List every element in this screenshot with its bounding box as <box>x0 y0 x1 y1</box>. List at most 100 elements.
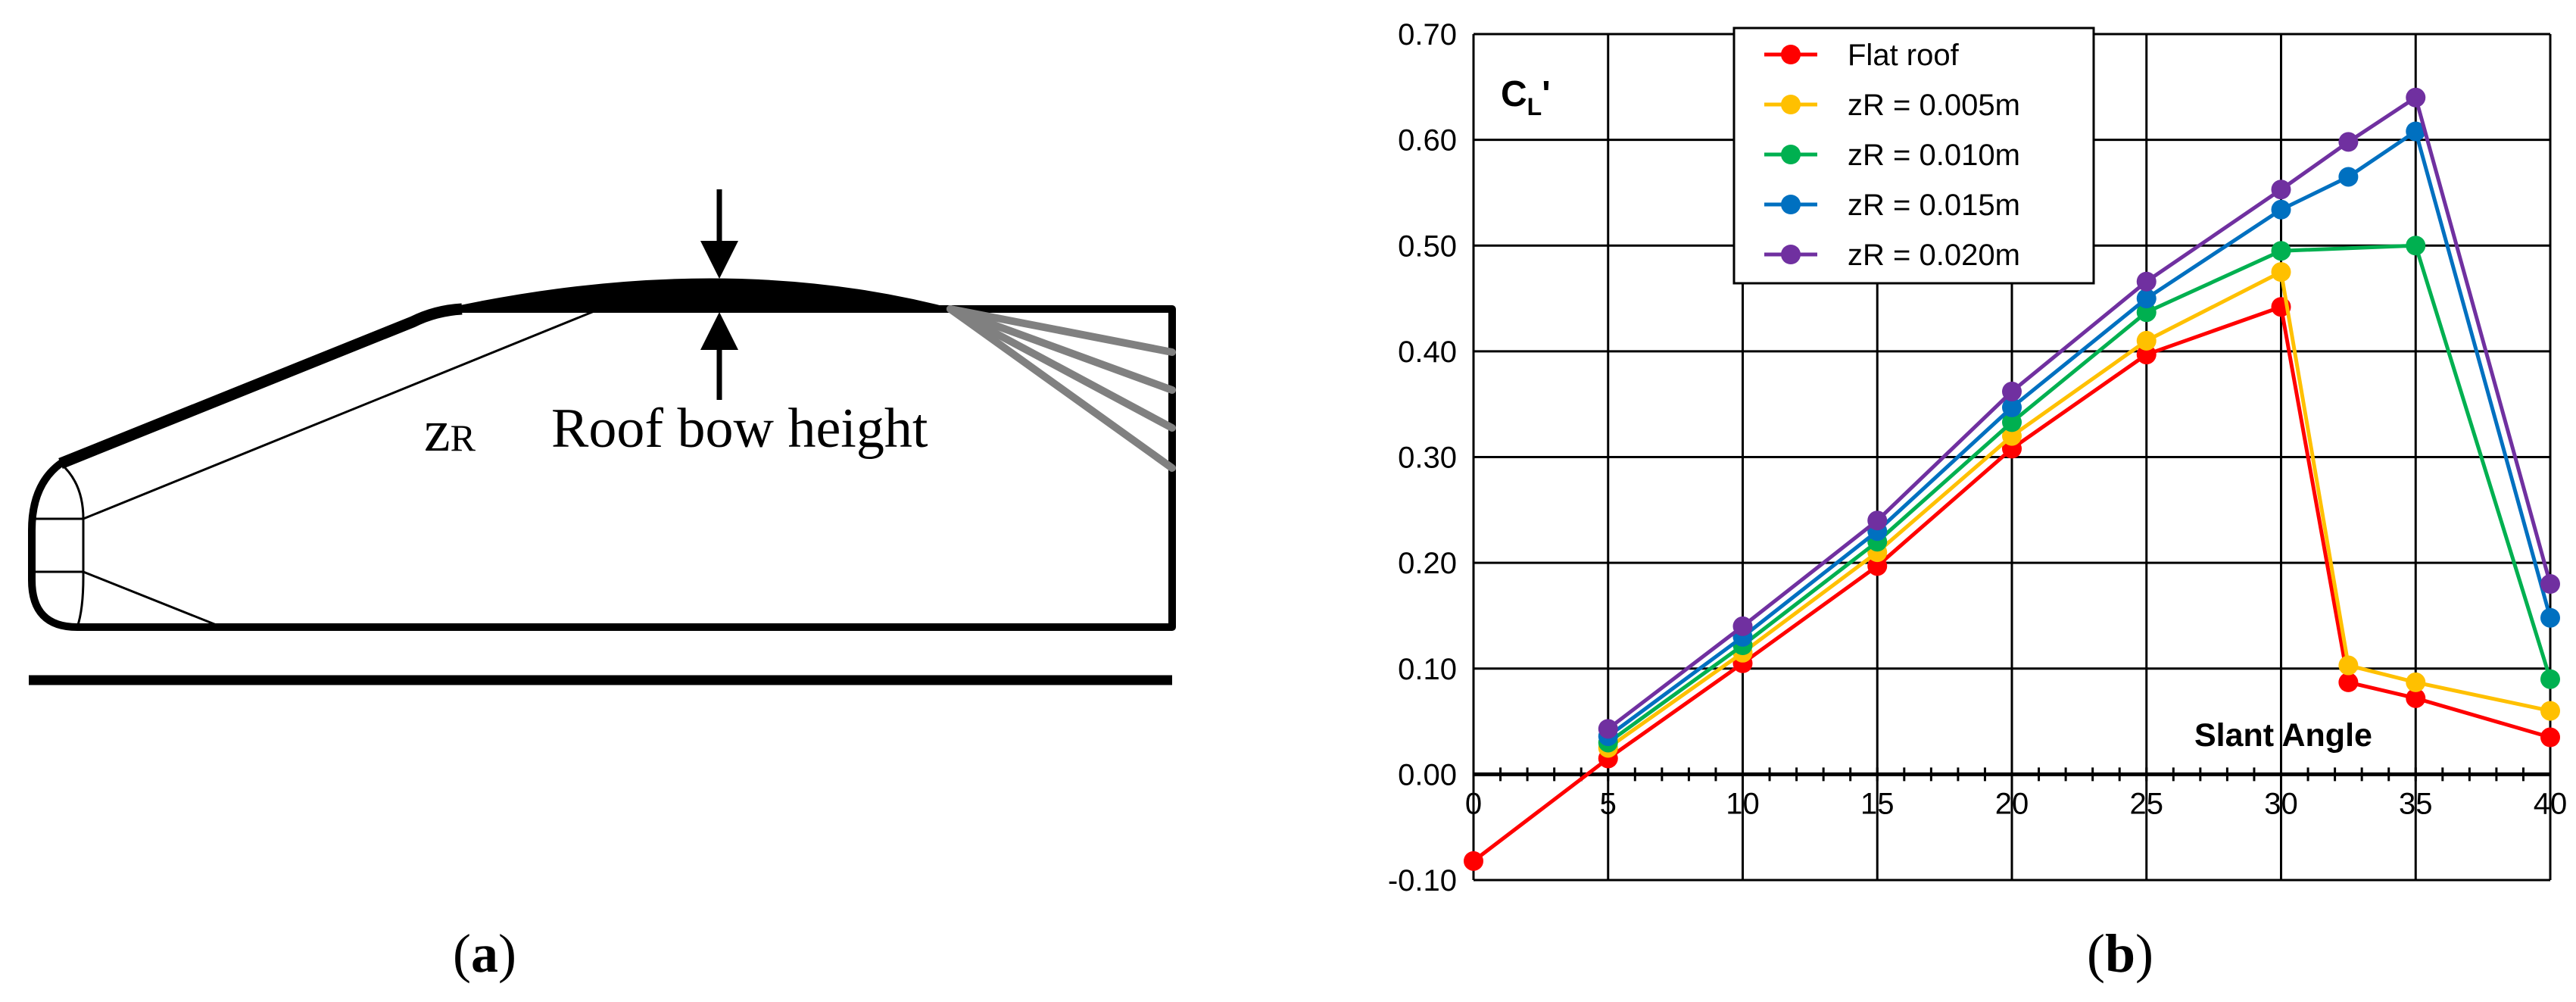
data-point <box>2136 345 2157 365</box>
data-point <box>2540 727 2560 748</box>
panel-b-chart: 0 5 10 15 20 25 30 35 40 -0.10 0.00 0.10 0.20 0.30 0.4… <box>1388 18 2567 984</box>
data-point <box>2406 121 2426 142</box>
panel-a-paren-close: ) <box>498 923 516 984</box>
axes: 0 5 10 15 20 25 30 35 40 -0.10 0.00 0.10 0.20 0.30 0.4… <box>1388 18 2567 897</box>
legend-items: Flat roof zR = 0.005m zR = 0.010m zR = 0.01… <box>1764 39 2020 272</box>
legend-label: Flat roof <box>1848 39 1960 72</box>
windshield-line <box>83 307 600 520</box>
legend-swatch-marker <box>1781 195 1801 214</box>
rear-slant-2 <box>947 305 1176 394</box>
nose-inner-contour <box>60 462 85 628</box>
series-3 <box>1598 236 2560 753</box>
car-body-outline <box>28 305 1176 631</box>
y-tick-label: 0.30 <box>1398 442 1457 475</box>
data-point <box>2338 167 2359 187</box>
x-tick-label: 15 <box>1860 787 1895 820</box>
data-point <box>2406 87 2426 108</box>
zr-label: zR <box>424 398 476 464</box>
data-point <box>2406 672 2426 692</box>
data-point <box>2540 701 2560 721</box>
data-point <box>2136 289 2157 309</box>
rear-slant-4 <box>947 305 1176 472</box>
legend-swatch-marker <box>1781 145 1801 164</box>
data-point <box>2540 574 2560 595</box>
arrow-down-head <box>700 241 738 279</box>
series-line <box>1607 243 2553 744</box>
data-point <box>2540 669 2560 689</box>
data-point <box>2338 672 2359 692</box>
legend-item: zR = 0.010m <box>1764 139 2020 172</box>
panel-b-label: (b) <box>2087 923 2153 984</box>
series-line <box>1472 304 2551 863</box>
legend-item: zR = 0.005m <box>1764 89 2020 122</box>
data-point <box>2136 302 2157 323</box>
y-tick-label: 0.00 <box>1398 758 1457 791</box>
y-tick-label: -0.10 <box>1388 864 1457 897</box>
legend-item: zR = 0.020m <box>1764 239 2020 272</box>
series-4 <box>1598 121 2560 747</box>
rear-slant-3 <box>947 305 1176 432</box>
y-tick-label: 0.20 <box>1398 547 1457 580</box>
data-point <box>2540 607 2560 628</box>
data-point <box>2406 688 2426 708</box>
nose-details <box>32 307 600 629</box>
y-tick-label: 0.10 <box>1398 653 1457 686</box>
roof-bow <box>435 278 960 311</box>
legend-swatch-marker <box>1781 245 1801 264</box>
zr-subscript: R <box>451 417 476 459</box>
data-point <box>2136 330 2157 351</box>
panel-b-paren-open: ( <box>2087 923 2105 984</box>
data-point <box>2002 426 2022 446</box>
data-point <box>1867 556 1888 576</box>
panel-a-label: (a) <box>453 923 516 984</box>
rear-slant-1 <box>947 305 1176 356</box>
data-point <box>2406 236 2426 256</box>
panel-b-paren-close: ) <box>2135 923 2153 984</box>
legend-label: zR = 0.015m <box>1848 189 2020 222</box>
y-tick-label: 0.40 <box>1398 336 1457 369</box>
roof-front-edge <box>58 303 463 469</box>
data-point <box>2002 412 2022 432</box>
y-axis-label-main: C <box>1501 74 1527 114</box>
legend-item: zR = 0.015m <box>1764 189 2020 222</box>
zr-symbol: z <box>424 398 451 464</box>
data-point <box>2271 241 2291 261</box>
legend-swatch-marker <box>1781 45 1801 64</box>
x-tick-label: 0 <box>1465 787 1482 820</box>
arrow-up-head <box>700 312 738 350</box>
x-tick-label: 40 <box>2534 787 2568 820</box>
data-point <box>2271 199 2291 220</box>
data-point <box>2002 381 2022 401</box>
dimension-arrows <box>700 189 738 400</box>
data-point <box>1732 616 1753 636</box>
data-point <box>2136 271 2157 292</box>
data-point <box>1867 510 1888 531</box>
legend-item: Flat roof <box>1764 39 1960 72</box>
x-tick-label: 35 <box>2399 787 2433 820</box>
data-point <box>2271 262 2291 282</box>
y-tick-label: 0.50 <box>1398 229 1457 263</box>
legend-label: zR = 0.020m <box>1848 239 2020 272</box>
legend-label: zR = 0.010m <box>1848 139 2020 172</box>
panel-b-letter: b <box>2105 923 2135 984</box>
y-tick-label: 0.60 <box>1398 124 1457 158</box>
x-axis-label: Slant Angle <box>2194 717 2372 754</box>
y-tick-label: 0.70 <box>1398 18 1457 52</box>
y-axis-label: CL' <box>1501 74 1551 120</box>
panel-a-letter: a <box>471 923 498 984</box>
rear-slant-variants <box>947 305 1176 472</box>
x-tick-label: 10 <box>1726 787 1760 820</box>
series-5 <box>1598 87 2560 739</box>
x-tick-label: 30 <box>2264 787 2298 820</box>
data-point <box>1464 851 1483 871</box>
roof-bow-height-label: Roof bow height <box>551 398 928 460</box>
legend-label: zR = 0.005m <box>1848 89 2020 122</box>
legend-swatch-marker <box>1781 95 1801 114</box>
x-tick-label: 25 <box>2130 787 2164 820</box>
x-tick-label: 5 <box>1600 787 1617 820</box>
y-axis-label-sub: L <box>1527 93 1542 120</box>
panel-a-paren-open: ( <box>453 923 471 984</box>
series-layer <box>1464 87 2560 871</box>
data-point <box>2002 397 2022 417</box>
